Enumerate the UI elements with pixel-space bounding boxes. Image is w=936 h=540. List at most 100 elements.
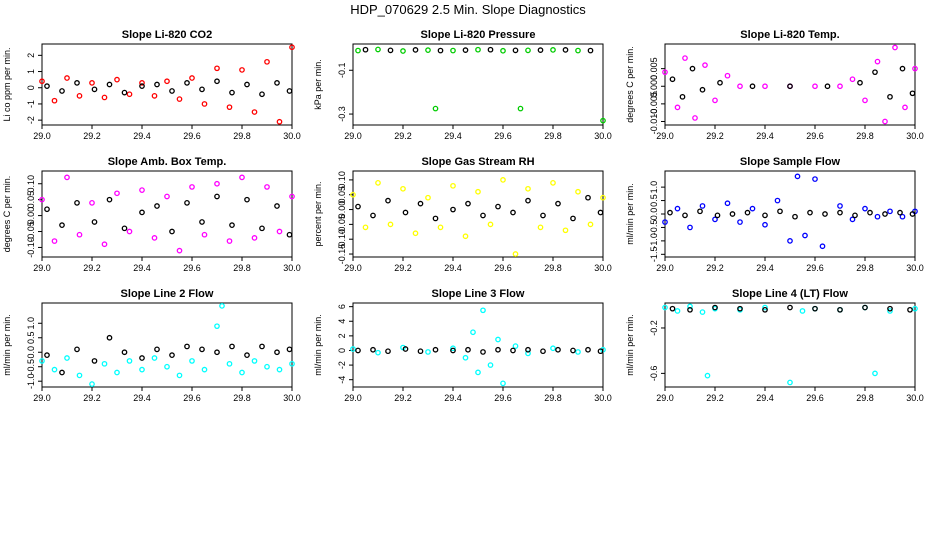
panel-title: Slope Line 2 Flow [121, 288, 214, 300]
y-tick-label: 0.05 [337, 186, 347, 204]
panel-title: Slope Sample Flow [740, 156, 841, 168]
data-point [89, 200, 95, 206]
data-point [139, 80, 145, 86]
data-point [214, 323, 220, 330]
highlight-point [480, 212, 486, 219]
data-point [64, 174, 70, 181]
y-tick-label: 1.0 [649, 181, 659, 194]
highlight-point [139, 209, 145, 216]
data-point [51, 238, 58, 244]
y-axis-label: degrees C per min. [2, 176, 12, 253]
x-tick-label: 29.4 [133, 393, 151, 403]
y-tick-label: -0.15 [337, 244, 347, 265]
data-point [64, 75, 70, 81]
panel-5: Slope Gas Stream RH percent per min. 29.0 2… [313, 156, 612, 273]
plot-frame [352, 170, 604, 258]
highlight-point [154, 81, 160, 88]
data-point [802, 232, 808, 239]
highlight-point [909, 90, 916, 97]
highlight-point [169, 228, 175, 235]
y-tick-label: -0.05 [26, 221, 36, 242]
x-tick-label: 29.0 [656, 263, 674, 273]
y-tick-label: 0.000 [649, 75, 659, 98]
highlight-point [762, 212, 768, 219]
panel-4: Slope Amb. Box Temp. degrees C per min. 29… [2, 156, 301, 273]
data-point [682, 55, 688, 61]
highlight-point [214, 193, 220, 200]
x-tick-label: 29.2 [706, 131, 724, 141]
highlight-point [777, 208, 783, 215]
data-point [251, 235, 258, 241]
data-point [226, 238, 233, 244]
highlight-point [229, 222, 235, 228]
data-point [762, 83, 768, 90]
data-point [89, 80, 95, 86]
highlight-point [679, 93, 686, 100]
y-tick-label: 0 [337, 348, 347, 353]
highlight-point [737, 305, 743, 312]
data-point [214, 65, 220, 72]
x-tick-label: 29.0 [656, 131, 674, 141]
data-point [575, 188, 581, 195]
highlight-point [667, 209, 673, 216]
data-point [550, 345, 556, 352]
y-tick-label: 0.5 [26, 332, 36, 345]
data-point [214, 180, 220, 187]
y-tick-label: 4 [337, 319, 347, 324]
data-point [674, 104, 681, 111]
data-point [699, 203, 706, 209]
x-tick-label: 29.2 [394, 393, 412, 403]
highlight-point [512, 47, 519, 54]
data-point [587, 221, 594, 228]
highlight-point [199, 219, 205, 225]
panel-2: Slope Li-820 Pressure kPa per min. 29.0 29.… [313, 29, 612, 141]
data-point [362, 224, 369, 231]
highlight-point [822, 211, 828, 217]
y-tick-label: 0.00 [337, 201, 347, 219]
x-tick-label: 29.8 [856, 393, 874, 403]
y-tick-label: -1.0 [649, 233, 659, 249]
highlight-point [882, 211, 888, 217]
highlight-point [59, 88, 65, 94]
x-tick-label: 29.0 [344, 393, 362, 403]
highlight-point [139, 355, 145, 361]
x-tick-label: 29.8 [544, 131, 562, 141]
y-tick-label: -0.5 [26, 359, 36, 375]
highlight-point [355, 347, 361, 354]
highlight-point [555, 346, 561, 353]
data-point [432, 105, 439, 112]
data-point [887, 308, 893, 314]
data-point [550, 180, 556, 186]
data-point [151, 355, 158, 361]
x-tick-label: 29.4 [133, 263, 151, 273]
data-point [662, 304, 668, 311]
data-point [114, 369, 120, 376]
data-point [387, 221, 394, 228]
data-point [892, 44, 898, 51]
data-point [139, 187, 145, 193]
highlight-point [169, 352, 175, 358]
highlight-point [121, 89, 128, 96]
x-tick-label: 30.0 [906, 263, 924, 273]
data-point [89, 381, 95, 387]
plot-frame [664, 302, 916, 388]
highlight-point [699, 86, 706, 93]
data-point [176, 372, 183, 379]
highlight-point [525, 197, 531, 204]
highlight-point [585, 194, 591, 201]
data-point [350, 191, 356, 198]
x-tick-label: 29.6 [494, 393, 512, 403]
highlight-point [74, 346, 80, 353]
panel-title: Slope Li-820 Pressure [421, 29, 536, 41]
highlight-point [139, 83, 145, 89]
highlight-point [184, 343, 190, 350]
data-point [600, 194, 606, 201]
data-point [712, 216, 718, 223]
highlight-point [480, 349, 486, 355]
x-tick-label: 30.0 [283, 393, 301, 403]
data-point [762, 304, 768, 311]
highlight-point [274, 80, 280, 86]
highlight-point [121, 349, 128, 356]
highlight-point [787, 83, 793, 90]
highlight-point [585, 346, 591, 353]
